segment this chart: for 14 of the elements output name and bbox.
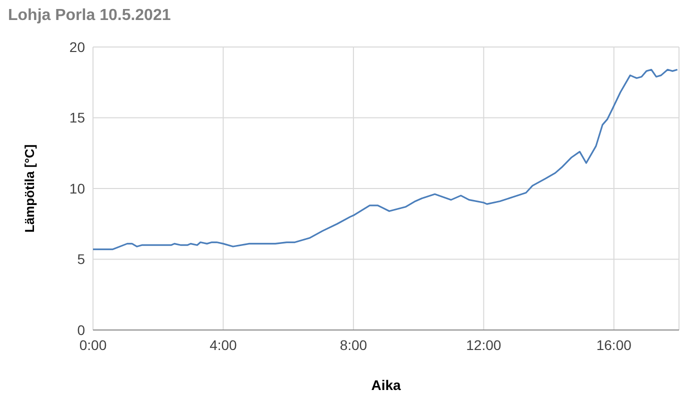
x-axis-title: Aika	[371, 377, 401, 393]
chart-title: Lohja Porla 10.5.2021	[8, 7, 171, 24]
x-tick-label: 0:00	[79, 337, 107, 353]
y-tick-label: 15	[69, 110, 86, 126]
y-tick-label: 10	[69, 180, 86, 196]
y-tick-label: 0	[77, 322, 86, 338]
x-tick-label: 4:00	[210, 337, 238, 353]
x-tick-label: 8:00	[340, 337, 368, 353]
y-tick-label: 20	[69, 38, 86, 55]
line-series	[92, 68, 678, 250]
x-tick-label: 16:00	[596, 337, 632, 353]
y-tick-label: 5	[77, 251, 86, 268]
y-axis-title: Lämpötila [°C]	[22, 144, 37, 233]
x-tick-label: 12:00	[466, 337, 502, 353]
